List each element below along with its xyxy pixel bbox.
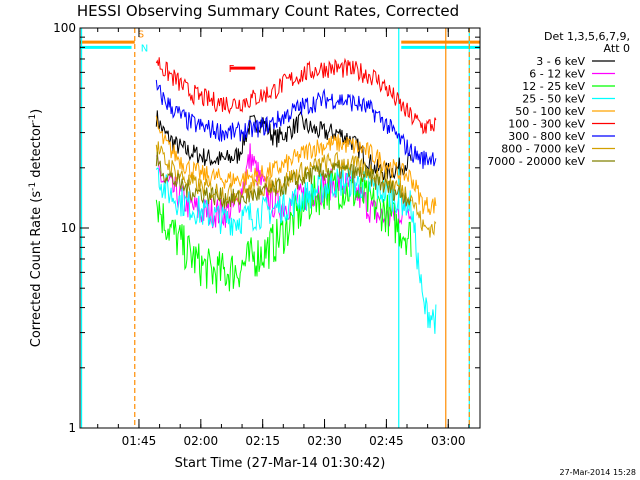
timestamp: 27-Mar-2014 15:28 [560,468,637,477]
legend-label-1: 6 - 12 keV [529,68,585,81]
series-line-4 [155,116,437,216]
annotation-F: F [229,64,235,75]
legend-label-8: 7000 - 20000 keV [487,155,585,168]
x-tick-label-3: 02:30 [307,434,342,448]
x-axis-label: Start Time (27-Mar-14 01:30:42) [175,456,386,471]
y-axis-label: Corrected Count Rate (s-1 detector-1) [28,109,44,347]
legend-label-5: 100 - 300 keV [508,118,585,131]
series-line-8 [155,151,412,209]
legend-header-line1: Det 1,3,5,6,7,9, [544,30,630,43]
y-tick-label-1: 10 [61,221,76,235]
legend-label-7: 800 - 7000 keV [501,143,585,156]
chart-title: HESSI Observing Summary Count Rates, Cor… [77,2,459,20]
legend-label-6: 300 - 800 keV [508,130,585,143]
y-tick-label-2: 100 [53,21,76,35]
legend-label-4: 50 - 100 keV [515,105,585,118]
annotation-N: N [141,43,148,54]
series-line-3 [155,167,437,334]
series-line-5 [155,57,437,135]
x-tick-label-1: 02:00 [184,434,219,448]
x-tick-label-2: 02:15 [245,434,280,448]
legend-label-3: 25 - 50 keV [522,93,585,106]
x-tick-label-5: 03:00 [431,434,466,448]
legend-header-line2: Att 0 [604,42,630,55]
series-line-6 [155,79,437,169]
legend-label-2: 12 - 25 keV [522,80,585,93]
legend-label-0: 3 - 6 keV [536,55,585,68]
annotation-S: S [138,29,144,40]
x-tick-label-4: 02:45 [369,434,404,448]
y-tick-label-0: 1 [68,421,76,435]
x-tick-label-0: 01:45 [122,434,157,448]
